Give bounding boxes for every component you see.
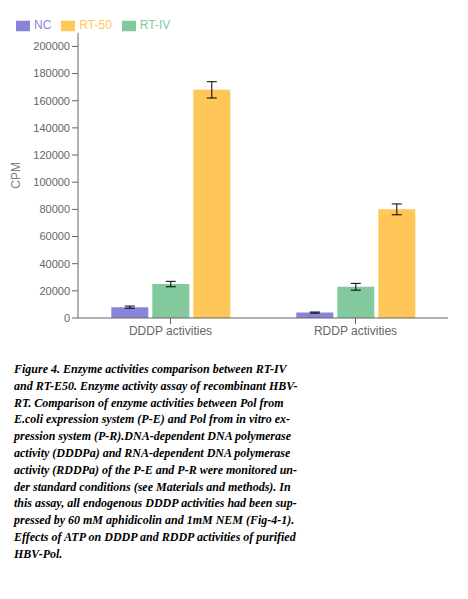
svg-text:140000: 140000 (33, 122, 70, 134)
svg-text:100000: 100000 (33, 176, 70, 188)
html-text:RT-IV: RT-IV (139, 18, 171, 32)
svg-text:60000: 60000 (39, 230, 70, 242)
html-text:Figure 4. Enzyme activities co: Figure 4. Enzyme activities comparison b… (14, 362, 298, 561)
svg-text:0: 0 (64, 312, 70, 324)
svg-text:CPM: CPM (9, 162, 23, 189)
svg-text:DDDP activities: DDDP activities (129, 324, 212, 338)
svg-text:40000: 40000 (39, 258, 70, 270)
html-text:RT-50: RT-50 (79, 18, 112, 32)
svg-text:160000: 160000 (33, 95, 70, 107)
svg-text:180000: 180000 (33, 67, 70, 79)
svg-text:200000: 200000 (33, 40, 70, 52)
svg-text:RDDP activities: RDDP activities (314, 324, 397, 338)
svg-text:120000: 120000 (33, 149, 70, 161)
svg-text:20000: 20000 (39, 285, 70, 297)
svg-text:80000: 80000 (39, 203, 70, 215)
html-text:NC: NC (34, 18, 52, 32)
